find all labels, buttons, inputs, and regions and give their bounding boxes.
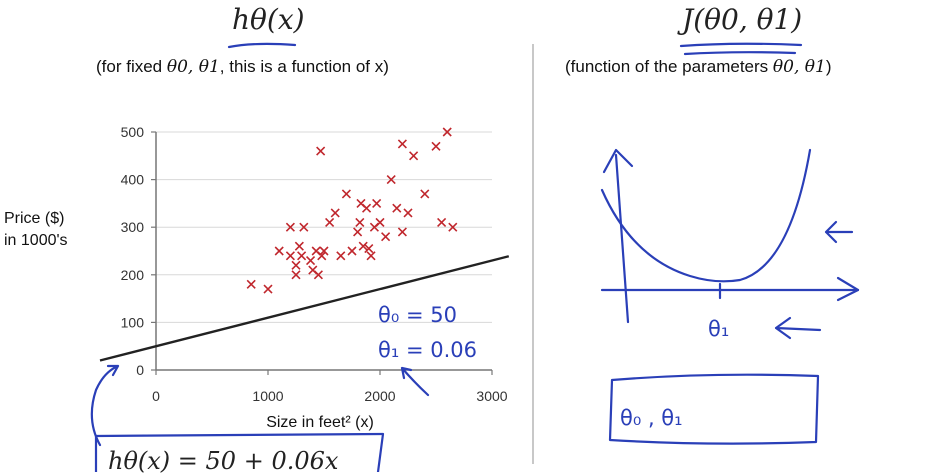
cost-function-subtitle: (function of the parameters θ0, θ1): [565, 57, 831, 77]
data-point: [285, 251, 295, 261]
data-point: [372, 198, 382, 208]
hypothesis-title: hθ(x): [232, 3, 305, 36]
sketch-y-axis: [614, 153, 630, 324]
data-point: [285, 222, 295, 232]
y-axis-label-line1: Price ($): [4, 210, 65, 227]
cost-subtitle-suffix: ): [825, 57, 832, 76]
x-tick-label: 2000: [364, 388, 395, 404]
data-point: [386, 175, 396, 185]
cost-function-title: J(θ0, θ1): [682, 3, 803, 36]
data-point: [397, 227, 407, 237]
y-tick-label: 300: [121, 219, 145, 235]
subtitle-prefix: (for fixed: [96, 57, 167, 76]
data-point: [330, 208, 340, 218]
data-point: [305, 255, 316, 266]
x-tick-label: 3000: [476, 388, 507, 404]
theta1-note: θ₁ = 0.06: [378, 338, 477, 362]
sketch-right-arrow: [824, 220, 854, 244]
data-point: [246, 279, 256, 289]
sketch-params-box: [608, 373, 820, 445]
sketch-cost-curve: [600, 148, 812, 283]
data-point: [364, 244, 374, 254]
data-point: [431, 141, 441, 151]
formula-box: [94, 432, 385, 472]
panel-divider: [532, 44, 534, 464]
y-axis-label: Price ($) in 1000's: [4, 208, 68, 252]
curved-arrow: [90, 364, 120, 447]
sketch-y-arrowhead: [602, 148, 634, 174]
data-point: [353, 227, 363, 237]
data-point: [263, 284, 273, 294]
data-point: [358, 241, 368, 251]
subtitle-suffix: , this is a function of x): [219, 57, 389, 76]
cost-subtitle-params: θ0, θ1: [772, 57, 826, 77]
sketch-params-label: θ₀ , θ₁: [620, 406, 683, 430]
x-tick-label: 1000: [252, 388, 283, 404]
y-tick-label: 500: [121, 124, 145, 140]
x-tick-label: 0: [152, 388, 160, 404]
cost-subtitle-prefix: (function of the parameters: [565, 57, 773, 76]
chart-grid: [156, 131, 492, 323]
data-point: [375, 217, 385, 228]
data-point: [316, 146, 326, 156]
hypothesis-line: [99, 255, 510, 362]
y-tick-label: 200: [121, 267, 145, 283]
x-axis-label: Size in feet² (x): [266, 414, 374, 431]
data-point: [291, 270, 301, 280]
data-point: [403, 208, 413, 218]
theta0-note: θ₀ = 50: [378, 303, 457, 327]
title-underline: [227, 42, 297, 49]
sketch-theta1-arrow: [774, 316, 822, 340]
subtitle-params: θ0, θ1: [166, 57, 220, 77]
data-point: [355, 217, 365, 228]
chart-ticks: 0 100 200 300 400 500 0 1000 2000 3000: [121, 124, 508, 404]
data-point: [294, 241, 304, 251]
data-point: [297, 251, 307, 261]
data-point: [291, 260, 301, 270]
data-point: [366, 251, 376, 261]
sketch-theta1-label: θ₁: [708, 317, 729, 341]
data-point: [442, 127, 452, 137]
sketch-x-arrowhead: [836, 276, 860, 302]
left-annotations: θ₀ = 50 θ₁ = 0.06: [90, 303, 477, 472]
chart-axes: [155, 132, 492, 371]
chart-points: [246, 127, 458, 294]
y-tick-label: 100: [121, 314, 145, 330]
data-point: [347, 246, 357, 256]
data-point: [319, 246, 329, 256]
hypothesis-line-group: [99, 255, 510, 362]
data-point: [448, 222, 458, 232]
data-point: [317, 251, 327, 261]
data-point: [397, 139, 407, 149]
cost-sketch: θ₁ θ₀ , θ₁: [600, 148, 860, 445]
data-point: [420, 189, 430, 199]
data-point: [341, 189, 351, 199]
data-point: [313, 270, 323, 280]
scatter-chart: 0 100 200 300 400 500 0 1000 2000 3000 Size in fe…: [99, 124, 510, 431]
arrow-to-line: [400, 366, 430, 397]
hypothesis-formula: hθ(x) = 50 + 0.06x: [108, 447, 339, 475]
data-point: [361, 203, 372, 213]
data-point: [437, 217, 447, 228]
data-point: [299, 222, 309, 232]
data-point: [325, 217, 335, 228]
data-point: [381, 232, 391, 242]
y-axis-label-line2: in 1000's: [4, 232, 68, 249]
data-point: [274, 246, 284, 256]
data-point: [392, 203, 402, 213]
y-tick-label: 0: [136, 362, 144, 378]
y-tick-label: 400: [121, 172, 145, 188]
hypothesis-subtitle: (for fixed θ0, θ1, this is a function of…: [96, 57, 389, 77]
cost-title-underline: [679, 42, 803, 56]
data-point: [336, 251, 346, 261]
data-point: [409, 151, 419, 161]
